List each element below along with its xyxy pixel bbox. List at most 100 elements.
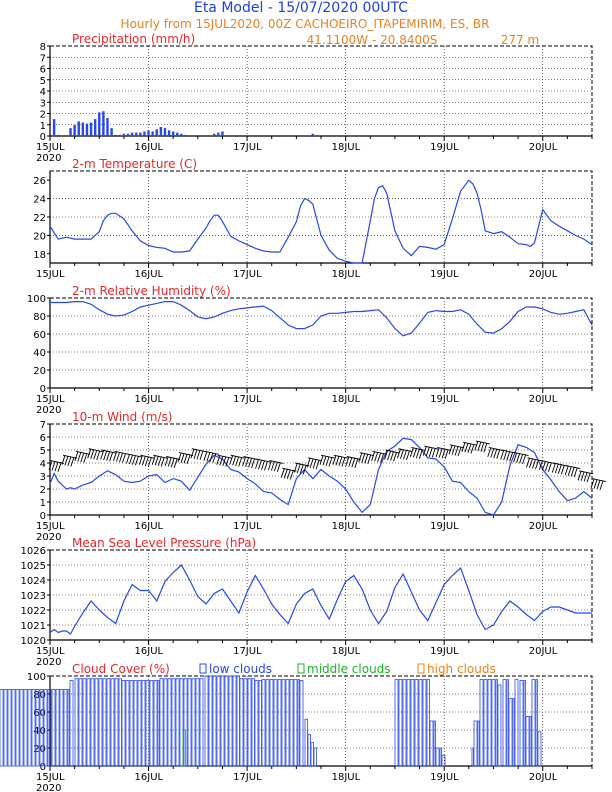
low-cloud-bar	[187, 678, 192, 767]
barb-shaft	[256, 458, 271, 463]
barb-feather	[431, 448, 436, 458]
barb-shaft	[88, 448, 103, 453]
x-day-label: 15JUL	[36, 142, 65, 153]
barb-feather	[276, 462, 281, 472]
low-cloud-bar	[285, 679, 290, 767]
barb-feather	[280, 468, 285, 478]
barb-feather	[470, 444, 475, 454]
low-cloud-bar	[220, 675, 225, 767]
barb-feather	[225, 457, 230, 467]
wind-barb	[371, 450, 387, 463]
low-cloud-bar	[63, 689, 68, 767]
low-cloud-bar	[479, 679, 484, 767]
low-cloud-bar	[508, 698, 513, 767]
x-day-label: 16JUL	[135, 142, 164, 153]
wind-barb	[177, 452, 194, 465]
panel-title: 2-m Temperature (C)	[72, 157, 197, 171]
y-tick-label: 26	[33, 176, 46, 187]
low-cloud-bar	[297, 679, 300, 767]
y-tick-label: 4	[40, 87, 46, 98]
low-cloud-bar	[304, 718, 308, 767]
wind-barb	[151, 454, 168, 467]
low-cloud-bar	[258, 680, 262, 767]
low-cloud-bar	[473, 720, 478, 767]
low-cloud-bar	[299, 680, 304, 767]
wind-barb	[526, 457, 542, 470]
x-day-label: 18JUL	[332, 772, 361, 783]
barb-shaft	[346, 456, 361, 460]
y-tick-label: 1	[40, 498, 46, 509]
panel-5: 1020 1021 1022 1023 1024 1025 1026 15JUL 16JUL 17…	[21, 536, 593, 668]
barb-feather	[560, 465, 565, 475]
low-cloud-bar	[59, 689, 64, 767]
barb-feather	[286, 469, 291, 480]
low-cloud-bar	[531, 679, 536, 767]
barb-feather	[554, 463, 559, 474]
low-cloud-bar	[74, 678, 79, 767]
low-cloud-bar	[212, 675, 217, 767]
barb-feather	[409, 447, 414, 458]
low-cloud-bar	[67, 689, 70, 767]
barb-feather	[503, 450, 508, 461]
low-cloud-bar	[114, 678, 119, 767]
low-cloud-bar	[439, 747, 442, 767]
precip-bar	[81, 122, 85, 136]
barb-feather	[232, 456, 237, 466]
wind-barb	[203, 450, 219, 463]
barb-feather	[312, 459, 317, 469]
barb-feather	[526, 458, 530, 468]
low-cloud-bar	[121, 680, 126, 767]
barb-feather	[570, 467, 575, 477]
low-cloud-bar	[171, 678, 176, 767]
barb-feather	[519, 454, 523, 464]
low-cloud-bar	[208, 675, 213, 767]
barb-feather	[583, 472, 588, 482]
barb-feather	[387, 450, 391, 461]
wind-barb	[48, 459, 65, 472]
low-cloud-bar	[313, 747, 317, 767]
barb-feather	[464, 443, 469, 453]
barb-feather	[167, 457, 172, 467]
low-cloud-bar	[110, 678, 115, 767]
wind-barb	[487, 446, 503, 459]
series-line	[49, 179, 593, 264]
wind-barb	[190, 448, 207, 461]
barb-feather	[157, 456, 162, 467]
barb-shaft	[333, 454, 348, 459]
low-cloud-bar	[502, 679, 507, 767]
legend-label-low: low clouds	[209, 662, 272, 676]
barb-feather	[245, 457, 249, 467]
x-day-label: 20JUL	[529, 646, 558, 657]
x-day-label: 19JUL	[430, 521, 459, 532]
wind-barb	[164, 456, 181, 468]
wind-barb	[397, 448, 413, 461]
y-tick-label: 3	[40, 472, 46, 483]
barb-shaft	[308, 457, 323, 462]
x-day-label: 18JUL	[332, 394, 361, 405]
barb-feather	[480, 442, 485, 452]
panel-4: 0 1 2 3 4 5 6 7 15JUL 16JUL 17JUL 18JUL 19JUL 20JUL 20…	[36, 410, 607, 543]
x-day-label: 15JUL	[36, 521, 65, 532]
low-cloud-bar	[254, 680, 259, 767]
low-cloud-bar	[307, 734, 311, 767]
barb-feather	[129, 454, 133, 465]
y-tick-label: 5	[40, 76, 46, 87]
barb-feather	[229, 455, 234, 465]
barb-feather	[186, 454, 191, 465]
barb-feather	[51, 461, 56, 471]
barb-feather	[438, 448, 443, 458]
legend-swatch-middle	[297, 663, 305, 674]
barb-feather	[361, 453, 366, 463]
precip-bar	[93, 119, 97, 136]
barb-feather	[180, 453, 185, 463]
low-cloud-bar	[133, 680, 138, 767]
low-cloud-bar	[175, 678, 180, 767]
barb-shaft	[398, 448, 413, 453]
barb-feather	[325, 456, 330, 467]
precip-bar	[163, 128, 167, 136]
x-day-label: 20JUL	[529, 142, 558, 153]
barb-shaft	[372, 450, 387, 455]
wind-barb	[384, 449, 400, 462]
